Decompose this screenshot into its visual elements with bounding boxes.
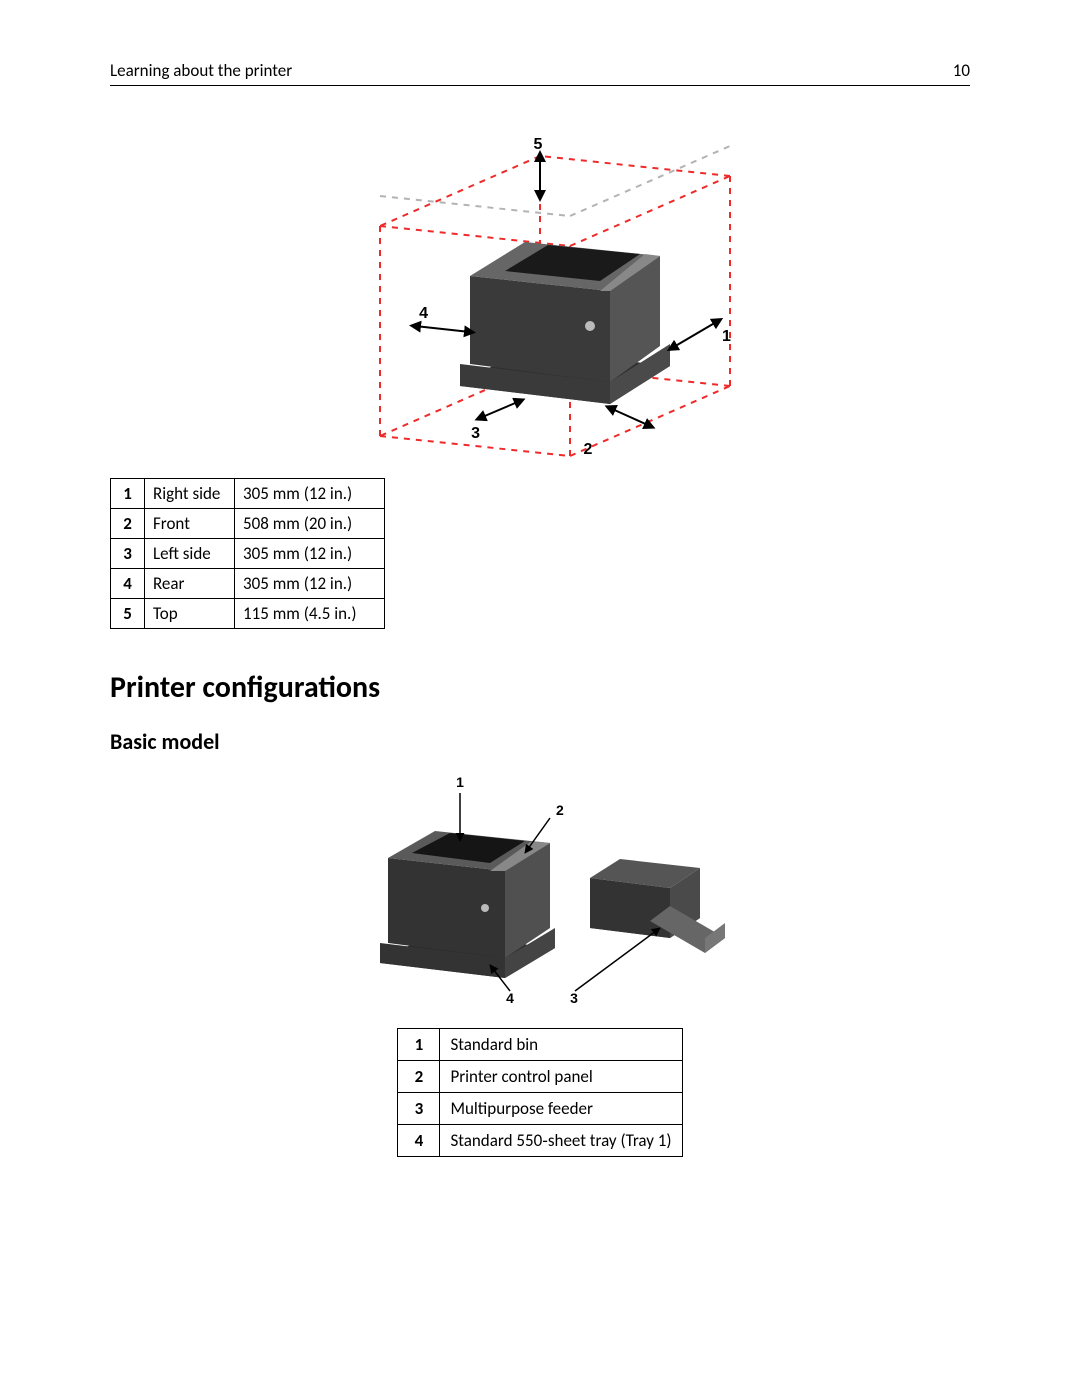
table-row: 1 Right side 305 mm (12 in.): [111, 479, 385, 509]
cell-idx: 3: [111, 539, 145, 569]
cell-measure: 115 mm (4.5 in.): [235, 599, 385, 629]
cell-side: Front: [145, 509, 235, 539]
clearance-table-wrap: 1 Right side 305 mm (12 in.) 2 Front 508…: [110, 478, 970, 629]
callout-label: 3: [471, 425, 480, 442]
parts-table-wrap: 1 Standard bin 2 Printer control panel 3…: [110, 1028, 970, 1157]
cell-measure: 305 mm (12 in.): [235, 539, 385, 569]
parts-table: 1 Standard bin 2 Printer control panel 3…: [397, 1028, 682, 1157]
cell-idx: 2: [111, 509, 145, 539]
basic-model-diagram-area: 1 2 3 4: [110, 773, 970, 1003]
cell-label: Standard bin: [440, 1029, 682, 1061]
table-row: 5 Top 115 mm (4.5 in.): [111, 599, 385, 629]
table-row: 3 Left side 305 mm (12 in.): [111, 539, 385, 569]
table-row: 2 Printer control panel: [398, 1061, 682, 1093]
cell-idx: 2: [398, 1061, 440, 1093]
cell-measure: 305 mm (12 in.): [235, 569, 385, 599]
cell-side: Rear: [145, 569, 235, 599]
cell-idx: 1: [111, 479, 145, 509]
cell-label: Printer control panel: [440, 1061, 682, 1093]
cell-side: Left side: [145, 539, 235, 569]
callout-label: 1: [722, 328, 731, 345]
callout-label: 3: [570, 990, 578, 1003]
table-row: 4 Standard 550‑sheet tray (Tray 1): [398, 1125, 682, 1157]
cell-idx: 4: [398, 1125, 440, 1157]
callout-label: 5: [534, 136, 543, 153]
page-header: Learning about the printer 10: [110, 60, 970, 86]
cell-measure: 508 mm (20 in.): [235, 509, 385, 539]
callout-label: 4: [419, 305, 428, 322]
cell-idx: 5: [111, 599, 145, 629]
cell-idx: 4: [111, 569, 145, 599]
basic-model-diagram: 1 2 3 4: [350, 773, 730, 1003]
table-row: 1 Standard bin: [398, 1029, 682, 1061]
section-title: Printer configurations: [110, 669, 970, 706]
callout-label: 4: [506, 990, 514, 1003]
cell-label: Standard 550‑sheet tray (Tray 1): [440, 1125, 682, 1157]
clearance-diagram: 5 4 1 2 3: [310, 126, 770, 466]
cell-side: Top: [145, 599, 235, 629]
table-row: 3 Multipurpose feeder: [398, 1093, 682, 1125]
table-row: 4 Rear 305 mm (12 in.): [111, 569, 385, 599]
clearance-diagram-area: 5 4 1 2 3: [110, 126, 970, 466]
callout-label: 1: [456, 774, 464, 790]
cell-side: Right side: [145, 479, 235, 509]
cell-idx: 3: [398, 1093, 440, 1125]
header-title: Learning about the printer: [110, 60, 292, 81]
callout-label: 2: [584, 441, 593, 458]
cell-label: Multipurpose feeder: [440, 1093, 682, 1125]
page-number: 10: [953, 60, 970, 81]
clearance-table: 1 Right side 305 mm (12 in.) 2 Front 508…: [110, 478, 385, 629]
subheading: Basic model: [110, 728, 970, 755]
table-row: 2 Front 508 mm (20 in.): [111, 509, 385, 539]
page: Learning about the printer 10: [0, 0, 1080, 1237]
callout-label: 2: [556, 802, 564, 818]
cell-idx: 1: [398, 1029, 440, 1061]
cell-measure: 305 mm (12 in.): [235, 479, 385, 509]
